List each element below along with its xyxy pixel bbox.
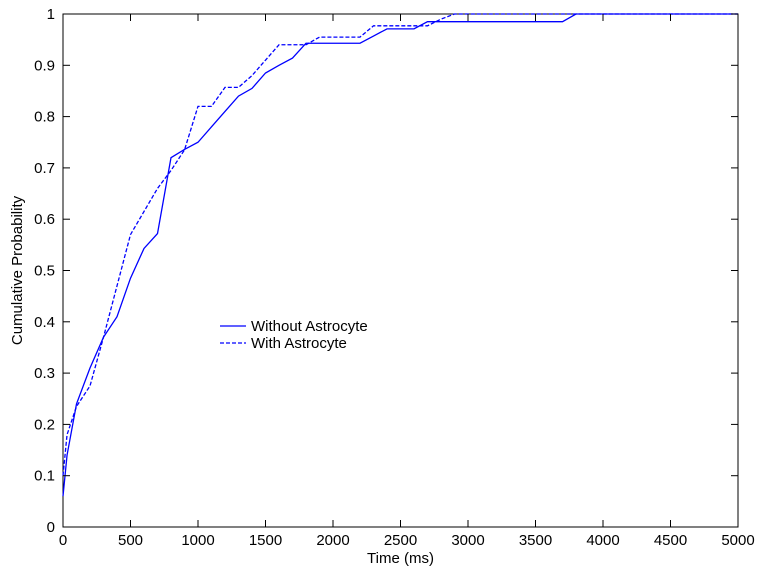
series-line-without-astrocyte [62, 13, 738, 497]
x-tick-label: 3000 [451, 532, 484, 549]
series-layer [62, 13, 738, 497]
x-tick-label: 0 [59, 532, 67, 549]
x-tick-label: 4000 [586, 532, 619, 549]
x-tick-label: 500 [118, 532, 143, 549]
x-axis-label: Time (ms) [367, 550, 434, 567]
y-tick-label: 0.3 [34, 365, 55, 382]
y-axis-label: Cumulative Probability [9, 195, 26, 345]
y-tick-label: 0.7 [34, 160, 55, 177]
y-tick-label: 1 [47, 6, 55, 23]
x-tick-label: 1000 [181, 532, 214, 549]
y-tick-label: 0.5 [34, 263, 55, 280]
x-tick-label: 2000 [316, 532, 349, 549]
axes-layer: 0 500 1000 1500 2000 2500 3000 3500 4000 4500 5000… [34, 6, 755, 549]
y-tick-label: 0.9 [34, 57, 55, 74]
y-tick-label: 0.8 [34, 109, 55, 126]
plot-area [62, 13, 739, 528]
y-tick-label: 0.1 [34, 468, 55, 485]
x-tick-label: 5000 [721, 532, 754, 549]
y-tick-label: 0 [47, 519, 55, 536]
plot-frame [62, 13, 739, 528]
y-tick-label: 0.6 [34, 211, 55, 228]
x-tick-label: 3500 [519, 532, 552, 549]
y-tick-label: 0.4 [34, 314, 55, 331]
x-tick-label: 2500 [384, 532, 417, 549]
x-tick-label: 4500 [654, 532, 687, 549]
y-tick-label: 0.2 [34, 416, 55, 433]
legend-label: With Astrocyte [251, 335, 347, 352]
series-line-with-astrocyte [62, 13, 738, 476]
legend-label: Without Astrocyte [251, 318, 368, 335]
x-tick-label: 1500 [249, 532, 282, 549]
